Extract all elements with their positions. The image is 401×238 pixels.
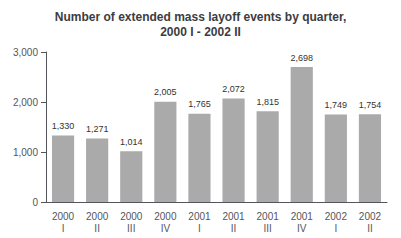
svg-text:III: III: [263, 223, 271, 234]
svg-text:Number of extended mass layoff: Number of extended mass layoff events by…: [55, 10, 346, 24]
svg-text:0: 0: [32, 197, 38, 208]
svg-text:2001: 2001: [291, 211, 314, 222]
svg-text:1,765: 1,765: [188, 99, 211, 109]
svg-text:2000 I - 2002 II: 2000 I - 2002 II: [160, 25, 241, 39]
svg-text:3,000: 3,000: [13, 47, 38, 58]
svg-text:II: II: [367, 223, 373, 234]
svg-text:1,815: 1,815: [256, 97, 279, 107]
svg-text:1,330: 1,330: [52, 121, 75, 131]
svg-text:2000: 2000: [86, 211, 109, 222]
svg-text:2001: 2001: [222, 211, 245, 222]
svg-text:III: III: [127, 223, 135, 234]
svg-text:1,749: 1,749: [325, 100, 348, 110]
svg-text:II: II: [94, 223, 100, 234]
svg-text:2000: 2000: [52, 211, 75, 222]
svg-text:2,005: 2,005: [154, 87, 177, 97]
svg-text:2000: 2000: [154, 211, 177, 222]
svg-text:1,271: 1,271: [86, 124, 109, 134]
svg-text:I: I: [334, 223, 337, 234]
svg-text:I: I: [198, 223, 201, 234]
svg-text:2002: 2002: [325, 211, 348, 222]
svg-text:II: II: [231, 223, 237, 234]
svg-text:1,014: 1,014: [120, 137, 143, 147]
svg-text:2001: 2001: [257, 211, 280, 222]
svg-text:1,000: 1,000: [13, 147, 38, 158]
svg-text:2,000: 2,000: [13, 97, 38, 108]
svg-text:2002: 2002: [359, 211, 382, 222]
svg-text:2001: 2001: [188, 211, 211, 222]
svg-text:2,698: 2,698: [290, 53, 313, 63]
svg-text:2000: 2000: [120, 211, 143, 222]
svg-text:2,072: 2,072: [222, 84, 245, 94]
svg-text:IV: IV: [161, 223, 171, 234]
svg-text:1,754: 1,754: [359, 100, 382, 110]
svg-text:I: I: [62, 223, 65, 234]
svg-text:IV: IV: [297, 223, 307, 234]
